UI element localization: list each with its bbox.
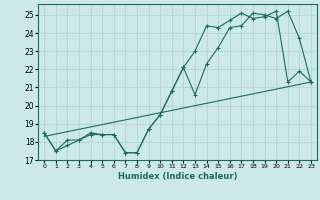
X-axis label: Humidex (Indice chaleur): Humidex (Indice chaleur) bbox=[118, 172, 237, 181]
